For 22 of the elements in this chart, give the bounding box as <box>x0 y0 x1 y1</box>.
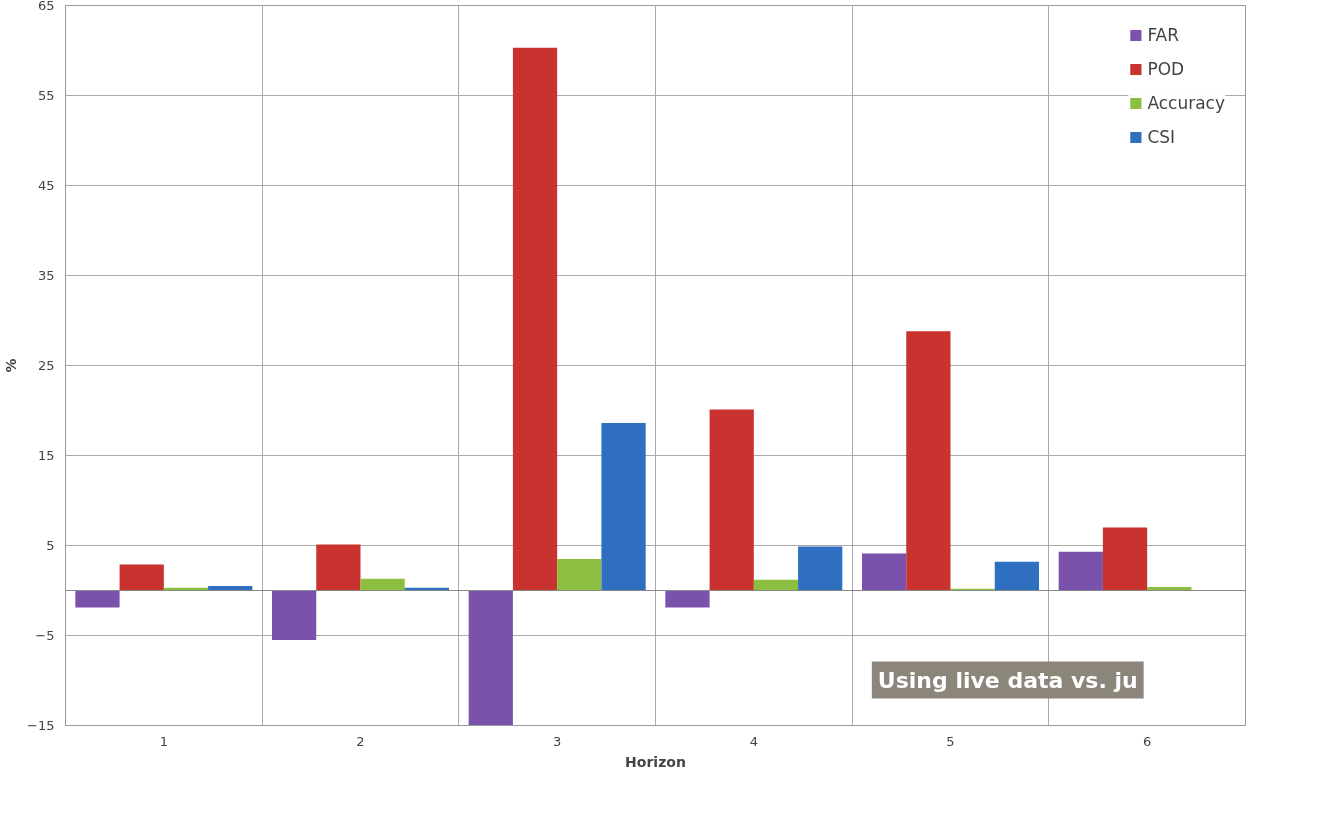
legend-label: POD <box>1147 59 1185 79</box>
x-tick-label: 5 <box>946 733 955 749</box>
x-tick-label: 6 <box>1143 733 1152 749</box>
legend-label: FAR <box>1147 25 1180 45</box>
x-tick-label: 1 <box>159 733 168 749</box>
legend-label: Accuracy <box>1147 93 1225 113</box>
legend-label: CSI <box>1147 127 1176 147</box>
y-tick-label: 25 <box>37 358 55 373</box>
y-tick-label: 35 <box>37 268 55 283</box>
annotation: Using live data vs. ju <box>877 667 1138 693</box>
y-tick-label: 15 <box>37 448 55 463</box>
y-tick-label: −15 <box>27 718 55 733</box>
y-tick-label: 45 <box>37 178 55 193</box>
y-tick-label: 5 <box>46 538 55 553</box>
x-tick-label: 4 <box>749 733 758 749</box>
x-tick-label: 3 <box>553 733 562 749</box>
x-tick-label: 2 <box>356 733 365 749</box>
y-tick-label: 65 <box>37 0 55 13</box>
x-axis-title: Horizon <box>625 753 686 770</box>
y-tick-label: 55 <box>37 88 55 103</box>
y-axis-title: % <box>3 358 20 373</box>
y-tick-label: −5 <box>35 628 55 643</box>
